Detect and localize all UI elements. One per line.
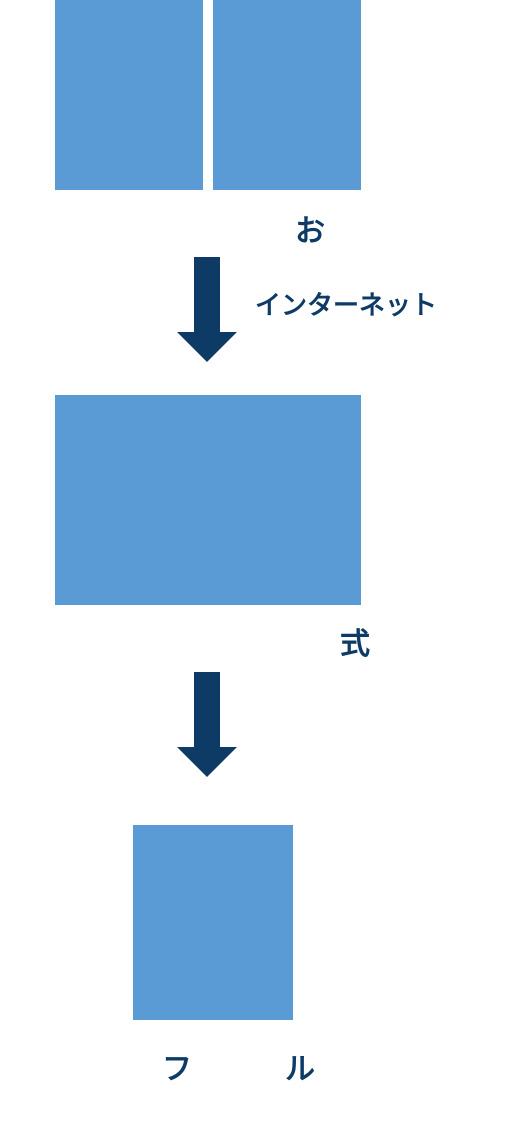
node-bottom <box>133 825 293 1020</box>
middle-label: 式 <box>340 619 370 663</box>
node-middle <box>55 395 361 605</box>
node-top-right <box>213 0 361 190</box>
bottom-label-1: フ <box>162 1044 192 1088</box>
node-top-left <box>55 0 203 190</box>
bottom-label-2: ル <box>285 1044 315 1088</box>
top-label: お <box>295 206 325 250</box>
arrow1-label: インターネット <box>255 285 437 322</box>
